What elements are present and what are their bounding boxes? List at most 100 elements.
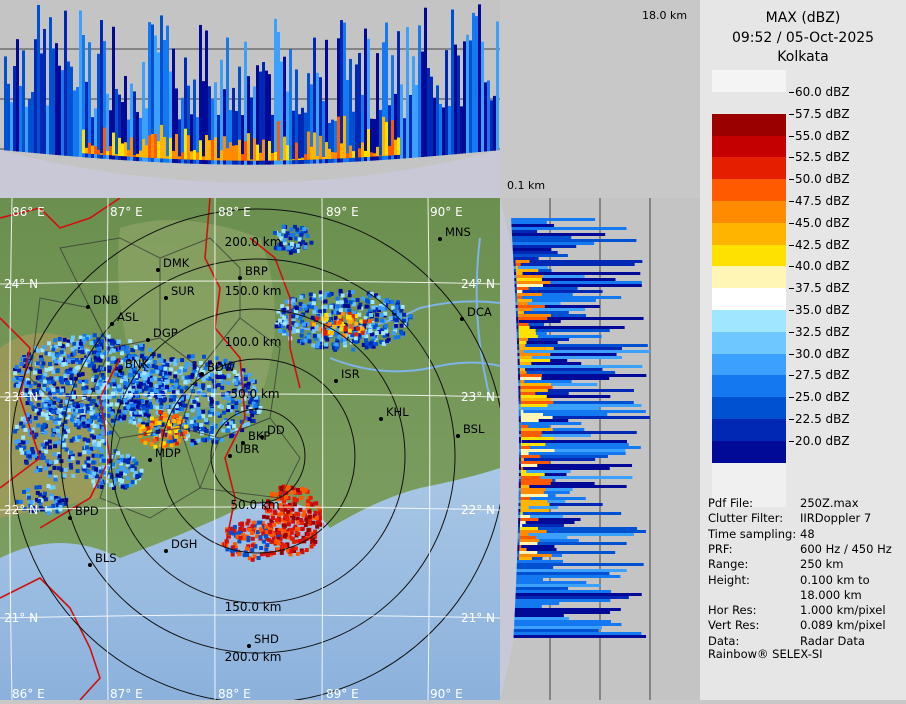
echo-cell	[54, 360, 58, 364]
profile-echo-row	[516, 575, 620, 578]
profile-echo-core	[519, 350, 523, 353]
profile-echo-row	[516, 326, 624, 329]
profile-echo-core	[292, 159, 295, 160]
echo-cell	[295, 306, 299, 310]
legend-swatch	[712, 245, 786, 267]
echo-cell	[315, 525, 319, 529]
profile-echo-core	[517, 284, 543, 287]
profile-echo-row	[511, 224, 554, 227]
profile-echo-column	[439, 104, 442, 156]
echo-cell	[60, 350, 64, 354]
echo-cell	[258, 521, 262, 525]
echo-cell	[156, 406, 160, 410]
info-value: 1.000 km/pixel	[800, 603, 886, 617]
profile-echo-column	[217, 115, 220, 164]
legend-swatch	[712, 114, 786, 136]
profile-echo-core	[322, 157, 325, 159]
echo-cell	[95, 454, 99, 458]
echo-cell	[73, 352, 77, 356]
echo-cell	[44, 497, 48, 501]
profile-echo-row	[515, 290, 603, 293]
echo-cell	[16, 384, 20, 388]
echo-cell	[135, 390, 139, 394]
echo-cell	[220, 386, 224, 390]
echo-cell	[102, 376, 106, 380]
profile-echo-column	[487, 81, 490, 152]
profile-echo-core	[235, 145, 238, 161]
echo-cell	[295, 527, 299, 531]
echo-cell	[349, 320, 353, 324]
echo-cell	[74, 346, 78, 350]
echo-cell	[324, 343, 328, 347]
echo-cell	[58, 342, 62, 346]
echo-cell	[246, 422, 250, 426]
profile-echo-core	[516, 278, 542, 281]
echo-cell	[131, 407, 135, 411]
profile-echo-row	[517, 350, 650, 353]
echo-cell	[81, 417, 85, 421]
profile-echo-core	[184, 129, 187, 160]
profile-echo-core	[223, 136, 226, 160]
profile-echo-core	[259, 153, 262, 161]
station-label: DMK	[163, 256, 190, 270]
profile-echo-core	[112, 133, 115, 156]
side-profile-height-label: 0.1 km	[507, 179, 545, 192]
echo-cell	[210, 408, 214, 412]
profile-echo-core	[516, 263, 521, 266]
profile-echo-column	[430, 77, 433, 157]
legend-swatch	[712, 354, 786, 376]
echo-cell	[299, 233, 303, 237]
profile-echo-core	[520, 503, 549, 506]
profile-echo-column	[172, 49, 175, 163]
profile-echo-column	[265, 71, 268, 165]
profile-echo-row	[515, 608, 621, 611]
profile-echo-column	[25, 107, 28, 153]
echo-cell	[109, 402, 113, 406]
echo-cell	[251, 544, 255, 548]
echo-cell	[56, 398, 60, 402]
echo-cell	[54, 460, 58, 464]
info-value: Radar Data	[800, 634, 865, 648]
echo-cell	[55, 376, 59, 380]
echo-cell	[153, 360, 157, 364]
echo-cell	[187, 355, 191, 359]
profile-echo-column	[250, 97, 253, 164]
echo-cell	[193, 416, 197, 420]
echo-cell	[289, 549, 293, 553]
profile-echo-core	[115, 154, 118, 156]
profile-echo-core	[394, 140, 397, 155]
echo-cell	[301, 550, 305, 554]
echo-cell	[94, 416, 98, 420]
legend-tick	[789, 157, 794, 158]
profile-echo-core	[274, 152, 277, 161]
echo-cell	[142, 406, 146, 410]
profile-echo-core	[521, 410, 524, 413]
station-dot	[148, 458, 152, 462]
profile-echo-core	[238, 140, 241, 161]
echo-cell	[140, 469, 144, 473]
echo-cell	[53, 452, 57, 456]
profile-echo-core	[516, 266, 518, 269]
profile-echo-core	[521, 470, 526, 473]
echo-cell	[201, 383, 205, 387]
station-label: BRP	[245, 264, 268, 278]
echo-cell	[92, 351, 96, 355]
profile-echo-column	[346, 80, 349, 162]
echo-cell	[383, 312, 387, 316]
echo-cell	[51, 380, 55, 384]
echo-cell	[301, 527, 305, 531]
echo-cell	[227, 374, 231, 378]
radar-map-svg[interactable]: 86° E86° E87° E87° E88° E88° E89° E89° E…	[0, 198, 500, 700]
legend-label: 20.0 dBZ	[795, 434, 850, 448]
echo-cell	[169, 358, 173, 362]
profile-echo-core	[520, 386, 552, 389]
echo-cell	[259, 535, 263, 539]
echo-cell	[299, 295, 303, 299]
echo-cell	[259, 527, 263, 531]
echo-cell	[100, 339, 104, 343]
echo-cell	[154, 365, 158, 369]
echo-cell	[197, 411, 201, 415]
echo-cell	[158, 398, 162, 402]
profile-echo-core	[175, 134, 178, 159]
